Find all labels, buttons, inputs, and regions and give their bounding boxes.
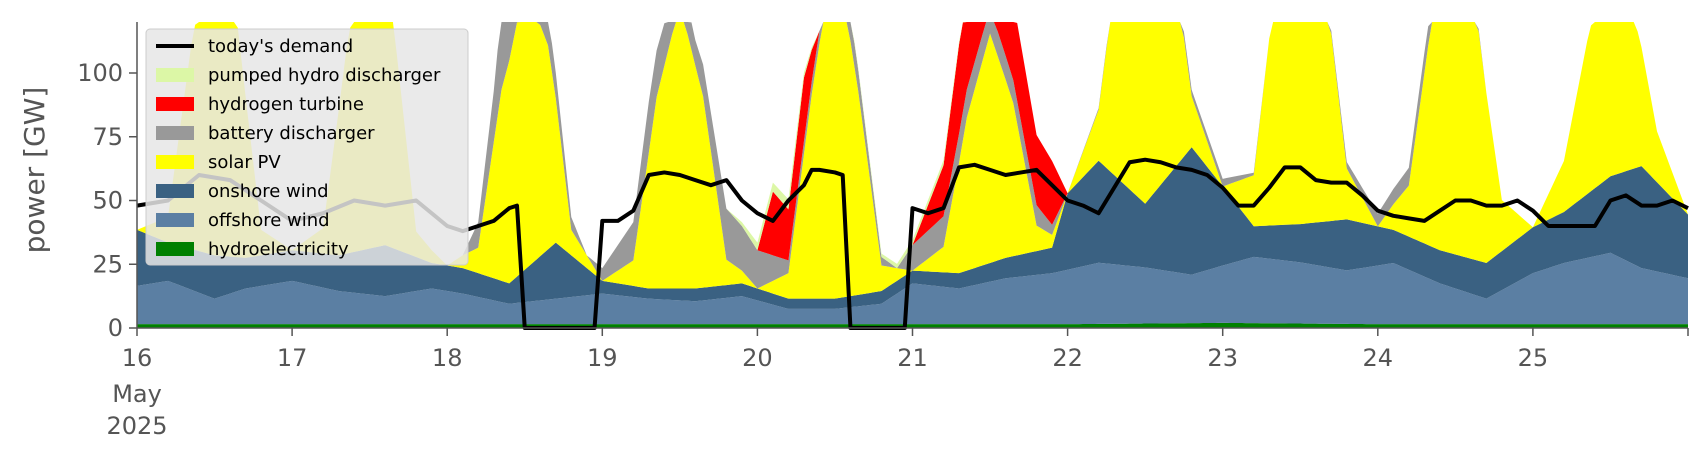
legend: today's demand pumped hydro discharger hyd… <box>145 28 469 266</box>
area-solar-pv <box>137 22 1688 299</box>
x-tick-label: 19 <box>587 344 618 372</box>
x-tick-label: 23 <box>1207 344 1238 372</box>
x-tick-label: 22 <box>1052 344 1083 372</box>
legend-swatch <box>156 97 194 111</box>
legend-label: offshore wind <box>208 210 330 231</box>
y-tick-label: 0 <box>108 314 123 342</box>
legend-label: solar PV <box>208 152 281 173</box>
x-tick-label: 17 <box>277 344 308 372</box>
legend-swatch <box>156 68 194 82</box>
legend-swatch <box>156 242 194 256</box>
legend-label: hydrogen turbine <box>208 94 364 115</box>
x-tick-label: 18 <box>432 344 463 372</box>
legend-label: today's demand <box>208 36 353 57</box>
x-tick-label: 24 <box>1363 344 1394 372</box>
legend-swatch <box>156 213 194 227</box>
legend-label: onshore wind <box>208 181 329 202</box>
y-tick-label: 75 <box>92 123 123 151</box>
legend-swatch <box>156 155 194 169</box>
x-axis: 16 17 18 19 20 21 22 23 24 25 May 2025 <box>106 327 1689 440</box>
legend-label: battery discharger <box>208 123 375 144</box>
x-secondary-label: 2025 <box>106 412 167 440</box>
y-axis: 0 25 50 75 100 <box>77 22 138 342</box>
x-tick-label: 21 <box>897 344 928 372</box>
y-tick-label: 100 <box>77 59 123 87</box>
area-onshore-wind <box>137 147 1688 309</box>
demand-line <box>136 157 1689 330</box>
x-tick-label: 25 <box>1518 344 1549 372</box>
x-tick-label: 16 <box>122 344 153 372</box>
x-tick-label: 20 <box>742 344 773 372</box>
y-tick-label: 25 <box>92 250 123 278</box>
legend-swatch <box>156 184 194 198</box>
legend-box <box>145 28 469 266</box>
y-axis-label: power [GW] <box>18 87 51 254</box>
legend-swatch <box>156 126 194 140</box>
legend-label: hydroelectricity <box>208 239 349 260</box>
legend-label: pumped hydro discharger <box>208 65 441 86</box>
demand-line-layer <box>136 157 1689 330</box>
x-secondary-label: May <box>112 380 162 408</box>
y-tick-label: 50 <box>92 187 123 215</box>
